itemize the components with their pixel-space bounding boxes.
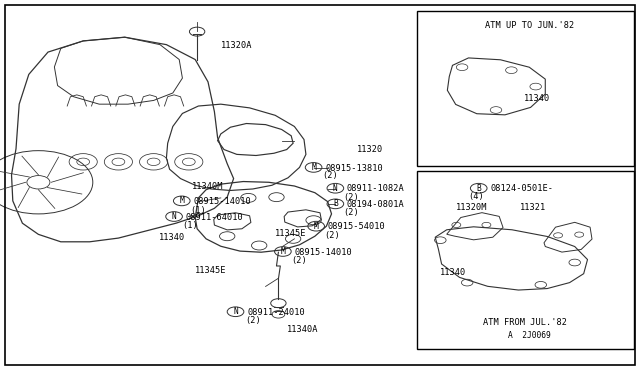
Text: B: B [476,184,481,193]
Text: 11345E: 11345E [275,229,307,238]
Bar [417,11,634,166]
Text: B: B [333,199,338,208]
Text: 08915-14010: 08915-14010 [193,197,251,206]
Text: M: M [179,196,184,205]
Text: (4): (4) [468,192,484,201]
Text: (2): (2) [291,256,307,265]
Text: (2): (2) [344,193,360,202]
Text: 08911-24010: 08911-24010 [247,308,305,317]
Text: N: N [333,184,338,193]
Text: 11340A: 11340A [287,325,318,334]
Text: 11321: 11321 [520,203,546,212]
Text: 08915-13810: 08915-13810 [325,164,383,173]
Text: 08915-54010: 08915-54010 [328,222,385,231]
Text: 11340M: 11340M [192,182,223,191]
Text: 11340: 11340 [524,94,550,103]
Text: 08124-0501E-: 08124-0501E- [490,185,553,193]
Text: (2): (2) [245,316,261,325]
Text: 11345E: 11345E [195,266,227,275]
Text: 11320M: 11320M [456,203,487,212]
Text: (2): (2) [324,231,340,240]
Text: M: M [280,247,285,256]
Text: (1): (1) [190,206,206,215]
Text: (1): (1) [182,221,198,230]
Text: ATM UP TO JUN.'82: ATM UP TO JUN.'82 [485,21,574,30]
Text: 11320A: 11320A [221,41,252,50]
Text: 08911-1082A: 08911-1082A [347,185,404,193]
Text: (2): (2) [344,208,360,217]
Text: 08194-0801A: 08194-0801A [347,200,404,209]
Text: (2): (2) [322,171,338,180]
Text: ATM FROM JUL.'82: ATM FROM JUL.'82 [483,318,568,327]
Text: 11340: 11340 [440,268,467,277]
Text: 08915-14010: 08915-14010 [294,248,352,257]
Bar [417,171,634,349]
Text: 11340: 11340 [159,233,185,242]
Text: N: N [172,212,177,221]
Text: M: M [314,222,319,231]
Text: 11320: 11320 [357,145,383,154]
Text: N: N [233,307,238,316]
Text: 08911-64010: 08911-64010 [186,213,243,222]
Text: A  2J0069: A 2J0069 [508,331,551,340]
Text: M: M [311,163,316,172]
